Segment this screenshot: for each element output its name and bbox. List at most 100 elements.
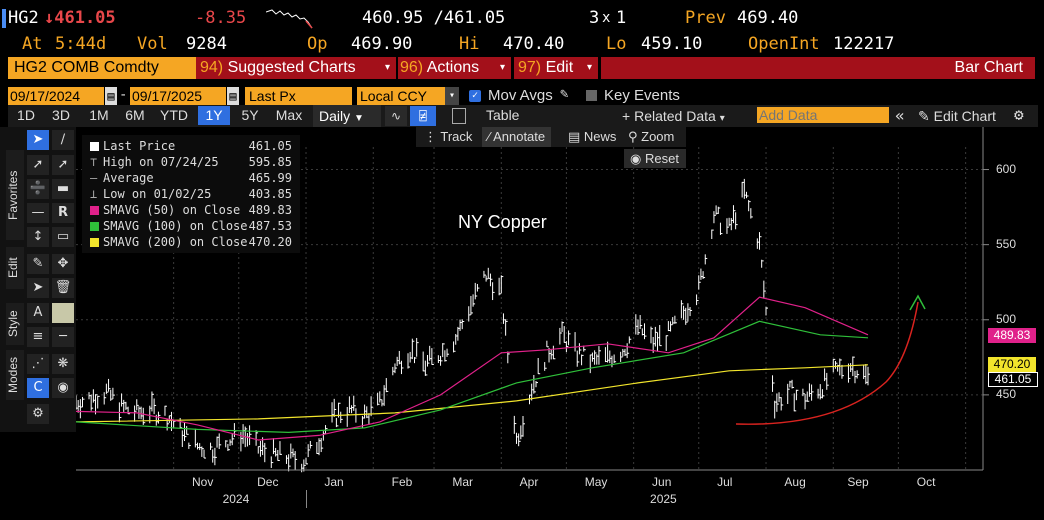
trash-icon[interactable]: 🗑 bbox=[52, 278, 74, 298]
vol-value: 9284 bbox=[186, 34, 227, 54]
legend-label: High on 07/24/25 bbox=[103, 155, 219, 169]
field-selector[interactable]: Last Px bbox=[245, 87, 352, 105]
palette-icon[interactable]: ◉ bbox=[52, 378, 74, 398]
chevron-down-icon: ▾ bbox=[719, 113, 725, 124]
rectangle-icon[interactable]: ▭ bbox=[52, 227, 74, 247]
legend-swatch bbox=[90, 206, 99, 215]
tab-style[interactable]: Style bbox=[6, 303, 24, 345]
net-change: -8.35 bbox=[195, 8, 247, 28]
range-button-max[interactable]: Max bbox=[275, 107, 303, 123]
trend-line-icon[interactable]: ➚ bbox=[27, 155, 49, 175]
draw-line-icon[interactable]: ∕ bbox=[52, 130, 74, 150]
currency-selector[interactable]: Local CCY bbox=[357, 87, 448, 105]
chevron-down-icon: ▼ bbox=[354, 113, 364, 124]
line-style-icon[interactable]: ─ bbox=[52, 327, 74, 347]
annotate-label: Annotate bbox=[493, 129, 546, 144]
calendar-icon[interactable]: ▤ bbox=[105, 87, 117, 105]
news-button[interactable]: ▤ News bbox=[568, 129, 617, 144]
price-chart[interactable] bbox=[76, 127, 1044, 517]
chevron-down-icon[interactable]: ▾ bbox=[445, 87, 459, 105]
settings-gear-icon[interactable]: ⚙ bbox=[27, 404, 49, 424]
chevron-down-icon: ▾ bbox=[586, 62, 592, 73]
magnet-icon[interactable]: C bbox=[27, 378, 49, 398]
x-tick-label: Jul bbox=[717, 475, 733, 489]
chart-mode-bar: ⋮ Track ∕ Annotate ▤ News ⚲ Zoom bbox=[416, 127, 686, 147]
reset-icon: ◉ bbox=[630, 151, 642, 166]
prev-value: 469.40 bbox=[737, 8, 799, 28]
pencil-icon: ✎ bbox=[918, 108, 930, 124]
track-label: Track bbox=[440, 129, 473, 144]
range-button-1d[interactable]: 1D bbox=[17, 107, 35, 123]
range-button-3d[interactable]: 3D bbox=[52, 107, 70, 123]
end-date-field[interactable]: 09/17/2025 bbox=[130, 87, 226, 105]
x-tick-label: Nov bbox=[192, 475, 214, 489]
move-icon[interactable]: ✥ bbox=[52, 254, 74, 274]
range-button-1m[interactable]: 1M bbox=[89, 107, 109, 123]
ticker[interactable]: HG2 bbox=[8, 8, 39, 28]
horizontal-line-icon[interactable]: — bbox=[27, 203, 49, 223]
channel-icon[interactable]: ➗ bbox=[27, 179, 49, 199]
suggested-charts-button[interactable]: 94) Suggested Charts ▾ bbox=[196, 57, 396, 79]
period-label: Daily bbox=[319, 108, 351, 124]
legend-row: Last Price 461.05 bbox=[90, 138, 296, 154]
period-selector[interactable]: Daily ▼ bbox=[313, 105, 381, 127]
cursor-icon[interactable]: ➤ bbox=[27, 130, 49, 150]
parallel-lines-icon[interactable]: ▬ bbox=[52, 179, 74, 199]
line-weight-icon[interactable]: ≡ bbox=[27, 327, 49, 347]
date-separator: - bbox=[119, 87, 128, 103]
edit-number: 97) bbox=[518, 59, 542, 76]
range-button-5y[interactable]: 5Y bbox=[241, 107, 259, 123]
related-data-button[interactable]: + Related Data ▾ bbox=[622, 105, 744, 127]
color-swatch-icon[interactable] bbox=[52, 303, 74, 323]
edit-button[interactable]: 97) Edit ▾ bbox=[514, 57, 598, 79]
y-tick-label: 600 bbox=[996, 161, 1017, 176]
bid-ask: 460.95 /461.05 bbox=[362, 8, 506, 28]
tab-modes[interactable]: Modes bbox=[6, 350, 24, 400]
add-data-input[interactable] bbox=[757, 107, 889, 123]
openint-label: OpenInt bbox=[748, 34, 820, 54]
annotate-button[interactable]: ∕ Annotate bbox=[482, 127, 552, 147]
brush-icon[interactable]: ✎ bbox=[27, 254, 49, 274]
range-button-ytd[interactable]: YTD bbox=[160, 107, 188, 123]
openint-value: 122217 bbox=[833, 34, 895, 54]
start-date-field[interactable]: 09/17/2024 bbox=[8, 87, 104, 105]
security-field[interactable]: HG2 COMB Comdty bbox=[8, 57, 197, 79]
legend-value: 487.53 bbox=[248, 219, 292, 233]
key-events-checkbox[interactable] bbox=[586, 90, 597, 101]
at-value: 5:44d bbox=[55, 34, 107, 54]
table-button[interactable]: Table bbox=[486, 107, 520, 123]
calendar-icon[interactable]: ▤ bbox=[227, 87, 239, 105]
actions-button[interactable]: 96) Actions ▾ bbox=[398, 57, 511, 79]
legend-swatch bbox=[90, 142, 99, 151]
tab-favorites[interactable]: Favorites bbox=[6, 150, 24, 240]
crosshair-icon[interactable]: ⋰ bbox=[27, 354, 49, 374]
x-tick-label: Jan bbox=[324, 475, 344, 489]
actions-number: 96) bbox=[400, 59, 424, 76]
track-button[interactable]: ⋮ Track bbox=[424, 129, 473, 144]
line-chart-icon[interactable]: ∿ bbox=[385, 106, 407, 126]
legend-label: SMAVG (200) on Close bbox=[103, 235, 248, 249]
ray-line-icon[interactable]: ➚ bbox=[52, 155, 74, 175]
legend-row: SMAVG (50) on Close 489.83 bbox=[90, 202, 296, 218]
pencil-icon[interactable]: ✎ bbox=[560, 86, 569, 102]
legend-value: 403.85 bbox=[248, 187, 292, 201]
edit-chart-button[interactable]: ✎ Edit Chart bbox=[918, 105, 996, 127]
range-button-6m[interactable]: 6M bbox=[125, 107, 145, 123]
chart-legend: Last Price 461.05 ⊤ High on 07/24/25 595.85–… bbox=[82, 135, 300, 253]
x-tick-label: Mar bbox=[452, 475, 474, 489]
bar-chart-icon[interactable]: ⍯ bbox=[410, 106, 436, 126]
text-tool-icon[interactable]: R bbox=[52, 203, 74, 223]
range-button-1y[interactable]: 1Y bbox=[198, 106, 230, 125]
year-label: 2024 bbox=[222, 492, 250, 506]
tab-edit[interactable]: Edit bbox=[6, 247, 24, 289]
select-icon[interactable]: ➤ bbox=[27, 278, 49, 298]
anchor-icon[interactable]: ❋ bbox=[52, 354, 74, 374]
collapse-icon[interactable]: « bbox=[895, 106, 905, 125]
x-tick-label: Sep bbox=[847, 475, 869, 489]
zoom-button[interactable]: ⚲ Zoom bbox=[628, 129, 675, 144]
fibonacci-icon[interactable]: ↕ bbox=[27, 227, 49, 247]
reset-button[interactable]: ◉ Reset bbox=[624, 149, 686, 168]
mov-avgs-checkbox[interactable]: ✓ bbox=[469, 90, 481, 102]
gear-icon[interactable]: ⚙ bbox=[1014, 105, 1024, 124]
font-icon[interactable]: A bbox=[27, 303, 49, 323]
